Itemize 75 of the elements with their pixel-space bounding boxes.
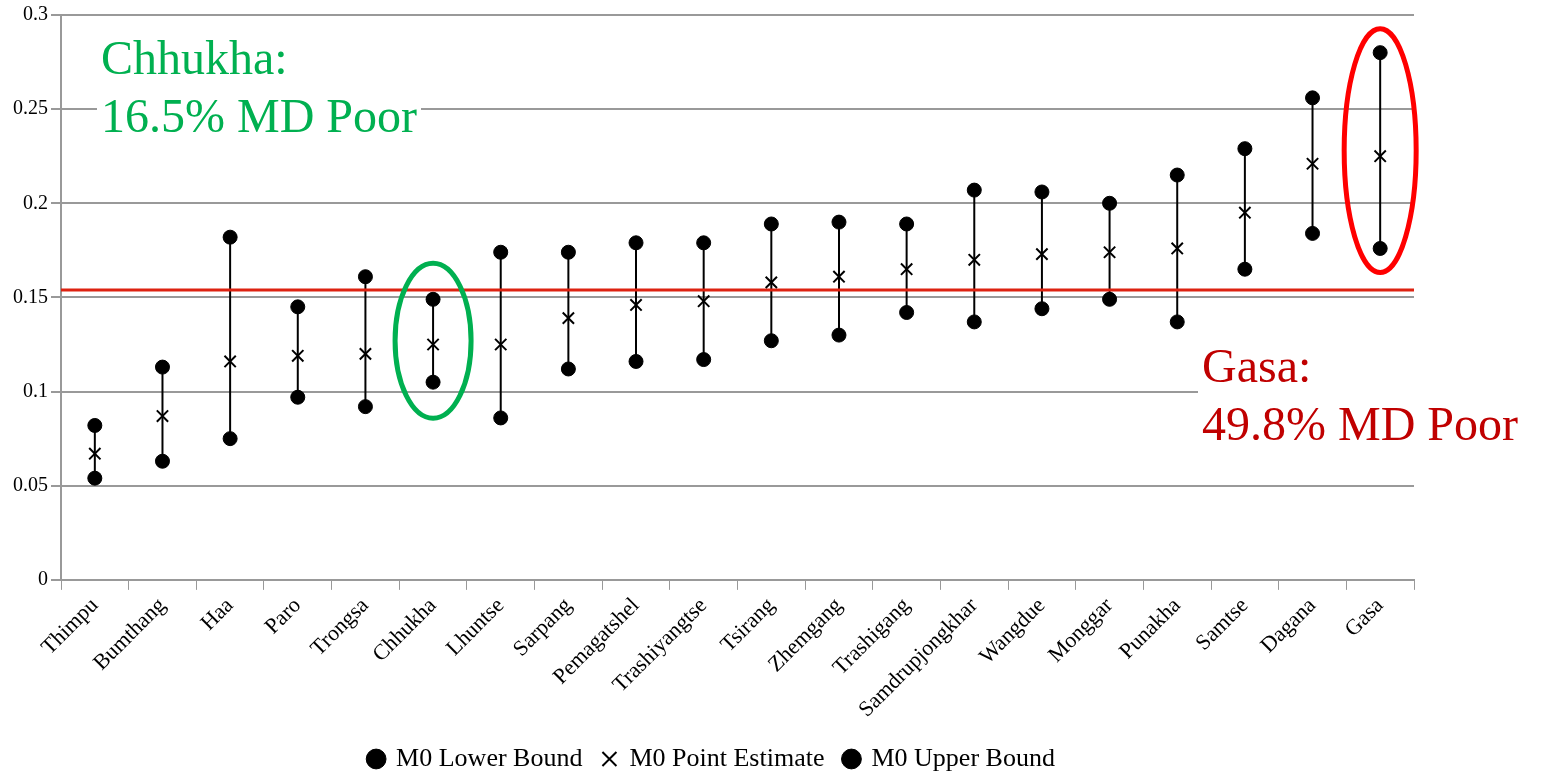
point (291, 349, 305, 363)
point (154, 453, 170, 469)
point (154, 359, 170, 375)
point (1237, 141, 1253, 157)
point (494, 337, 508, 352)
point (1372, 45, 1388, 61)
legend-label: M0 Lower Bound (396, 742, 583, 772)
point (222, 229, 238, 245)
point (763, 216, 779, 232)
y-tick-label: 0.15 (13, 284, 48, 307)
point (290, 299, 306, 315)
y-tick-label: 0.25 (13, 96, 48, 119)
point (493, 244, 509, 260)
point (899, 304, 915, 320)
point (1169, 167, 1185, 183)
point (764, 275, 778, 290)
point (899, 216, 915, 232)
annotation: Chhukha: 16.5% MD Poor (101, 30, 418, 142)
annotation: Gasa: 49.8% MD Poor (1202, 338, 1519, 450)
point (1102, 245, 1117, 259)
y-tick-label: 0.1 (23, 378, 48, 401)
point (1035, 247, 1049, 261)
point (1305, 157, 1320, 171)
point (357, 399, 373, 415)
x-tick-label: Paro (259, 592, 306, 639)
point (1305, 225, 1321, 241)
point (1102, 291, 1118, 307)
y-tick-label: 0.3 (23, 2, 48, 25)
point (1170, 241, 1184, 256)
point (831, 214, 847, 230)
point (1372, 240, 1388, 256)
point (966, 182, 982, 198)
point (831, 327, 847, 343)
point (357, 269, 373, 285)
y-tick-label: 0.05 (13, 472, 48, 495)
point (561, 311, 576, 325)
point (628, 353, 644, 369)
point (1237, 261, 1253, 277)
point (560, 244, 576, 260)
point (1034, 184, 1050, 200)
point (560, 361, 576, 377)
point (223, 354, 237, 369)
y-tick-label: 0.2 (23, 190, 48, 213)
point (1102, 195, 1118, 211)
point (426, 337, 440, 352)
x-tick-label: Haa (195, 591, 238, 635)
point (1238, 206, 1252, 220)
point (1169, 314, 1185, 330)
point (696, 352, 712, 368)
point (629, 298, 643, 312)
point (628, 235, 644, 251)
x-tick-label: Gasa (1339, 591, 1388, 641)
point (222, 431, 238, 447)
point (1373, 149, 1387, 163)
y-tick-label: 0 (38, 567, 48, 590)
point (290, 389, 306, 405)
point (425, 291, 441, 307)
point (1305, 90, 1321, 106)
point (697, 294, 711, 308)
legend-label: M0 Point Estimate (629, 742, 825, 772)
point (696, 235, 712, 251)
point (155, 409, 170, 423)
point (493, 410, 509, 426)
point (87, 417, 103, 433)
point (88, 447, 102, 461)
point (358, 347, 373, 361)
point (1034, 301, 1050, 317)
point (425, 374, 441, 390)
point (899, 262, 914, 276)
point (763, 333, 779, 349)
point (967, 253, 981, 267)
legend-label: M0 Upper Bound (871, 742, 1055, 772)
point (87, 470, 103, 486)
point (832, 270, 846, 284)
point (966, 314, 982, 330)
